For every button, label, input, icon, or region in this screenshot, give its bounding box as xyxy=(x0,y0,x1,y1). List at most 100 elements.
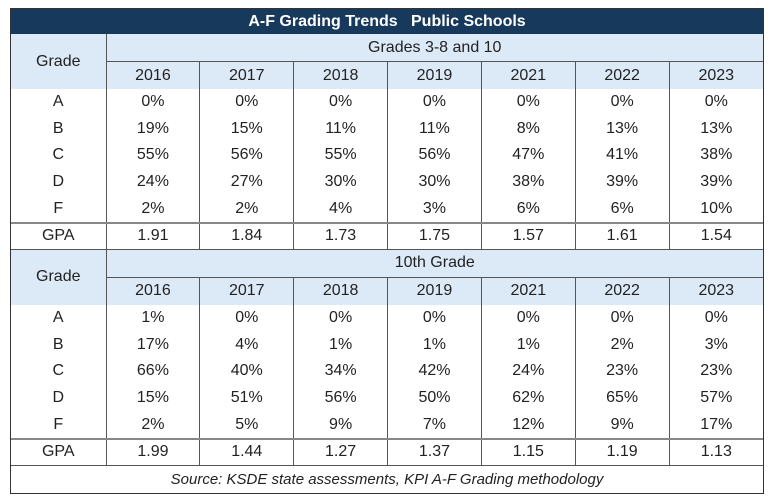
data-cell: 13% xyxy=(668,115,763,143)
section-label: 10th Grade xyxy=(106,249,763,278)
data-cell: 56% xyxy=(293,384,388,412)
year-header-2016: 2016 xyxy=(105,277,200,305)
grade-label: D xyxy=(52,389,65,407)
data-cell: 13% xyxy=(574,115,670,143)
section-label: Grades 3-8 and 10 xyxy=(106,34,763,62)
year-header-2019: 2019 xyxy=(387,277,482,305)
source-row: Source: KSDE state assessments, KPI A-F … xyxy=(11,465,763,493)
year-header-row: 2016 2017 2018 2019 2021 2022 2023 xyxy=(11,277,763,305)
gpa-cell: 1.54 xyxy=(668,221,763,250)
grade-label: A xyxy=(52,309,64,327)
data-cell: 0% xyxy=(480,304,576,332)
data-cell: 17% xyxy=(105,331,200,359)
gpa-cell: 1.73 xyxy=(293,221,388,250)
data-cell: 5% xyxy=(199,411,294,439)
data-cell: 0% xyxy=(387,89,482,116)
year-header-2016: 2016 xyxy=(105,61,200,89)
data-cell: 42% xyxy=(387,358,482,385)
gpa-cell: 1.57 xyxy=(480,221,576,250)
data-cell: 0% xyxy=(199,89,294,116)
table-title: A-F Grading Trends Public Schools xyxy=(11,9,763,34)
year-header-2022: 2022 xyxy=(574,277,670,305)
data-cell: 2% xyxy=(105,195,200,223)
grade-label: A xyxy=(52,93,64,111)
data-cell: 56% xyxy=(387,142,482,169)
table-row-grade-a: A 0% 0% 0% 0% 0% 0% 0% xyxy=(11,89,763,116)
year-header-2023: 2023 xyxy=(668,277,763,305)
year-header-2018: 2018 xyxy=(293,61,388,89)
grade-label: F xyxy=(53,199,64,217)
data-cell: 0% xyxy=(480,89,576,116)
table-row-grade-b: B 19% 15% 11% 11% 8% 13% 13% xyxy=(11,115,763,143)
data-cell: 11% xyxy=(387,115,482,143)
grade-label: D xyxy=(52,173,65,191)
data-cell: 6% xyxy=(480,195,576,223)
data-cell: 27% xyxy=(199,168,294,196)
grade-column-header: Grade xyxy=(11,34,107,89)
data-cell: 0% xyxy=(668,89,763,116)
data-cell: 57% xyxy=(668,384,763,412)
data-cell: 62% xyxy=(480,384,576,412)
data-cell: 4% xyxy=(293,195,388,223)
grade-label: B xyxy=(52,335,64,353)
gpa-cell: 1.61 xyxy=(574,221,670,250)
data-cell: 0% xyxy=(574,304,670,332)
data-cell: 55% xyxy=(105,142,200,169)
year-header-2022: 2022 xyxy=(574,61,670,89)
data-cell: 24% xyxy=(105,168,200,196)
data-cell: 4% xyxy=(199,331,294,359)
year-header-2023: 2023 xyxy=(668,61,763,89)
gpa-cell: 1.27 xyxy=(293,437,388,466)
data-cell: 0% xyxy=(199,304,294,332)
data-cell: 9% xyxy=(293,411,388,439)
data-cell: 65% xyxy=(574,384,670,412)
gpa-cell: 1.84 xyxy=(199,221,294,250)
section-header-row: Grade Grades 3-8 and 10 xyxy=(11,34,763,89)
data-cell: 30% xyxy=(387,168,482,196)
data-cell: 3% xyxy=(668,331,763,359)
data-cell: 40% xyxy=(199,358,294,385)
data-cell: 39% xyxy=(668,168,763,196)
gpa-cell: 1.15 xyxy=(480,437,576,466)
table-row-gpa: GPA 1.91 1.84 1.73 1.75 1.57 1.61 1.54 xyxy=(11,221,763,250)
grading-trends-table: A-F Grading Trends Public Schools Grade G… xyxy=(10,8,764,494)
grade-label: F xyxy=(53,415,64,433)
data-cell: 8% xyxy=(480,115,576,143)
year-header-2021: 2021 xyxy=(480,61,576,89)
data-cell: 11% xyxy=(293,115,388,143)
table-row-grade-c: C 66% 40% 34% 42% 24% 23% 23% xyxy=(11,358,763,385)
data-cell: 2% xyxy=(574,331,670,359)
grade-column-header: Grade xyxy=(11,249,107,305)
year-header-2018: 2018 xyxy=(293,277,388,305)
table-row-gpa: GPA 1.99 1.44 1.27 1.37 1.15 1.19 1.13 xyxy=(11,437,763,466)
data-cell: 0% xyxy=(668,304,763,332)
data-cell: 41% xyxy=(574,142,670,169)
data-cell: 3% xyxy=(387,195,482,223)
year-header-2017: 2017 xyxy=(199,61,294,89)
data-cell: 23% xyxy=(574,358,670,385)
data-cell: 10% xyxy=(668,195,763,223)
data-cell: 47% xyxy=(480,142,576,169)
data-cell: 39% xyxy=(574,168,670,196)
year-header-2019: 2019 xyxy=(387,61,482,89)
gpa-cell: 1.44 xyxy=(199,437,294,466)
section-header-row: Grade 10th Grade xyxy=(11,249,763,305)
data-cell: 15% xyxy=(199,115,294,143)
data-cell: 30% xyxy=(293,168,388,196)
data-cell: 56% xyxy=(199,142,294,169)
data-cell: 66% xyxy=(105,358,200,385)
year-header-2021: 2021 xyxy=(480,277,576,305)
data-cell: 0% xyxy=(387,304,482,332)
data-cell: 1% xyxy=(293,331,388,359)
data-cell: 2% xyxy=(105,411,200,439)
data-cell: 7% xyxy=(387,411,482,439)
gpa-cell: 1.13 xyxy=(668,437,763,466)
gpa-label: GPA xyxy=(11,221,106,250)
table-row-grade-d: D 24% 27% 30% 30% 38% 39% 39% xyxy=(11,168,763,196)
data-cell: 17% xyxy=(668,411,763,439)
gpa-cell: 1.75 xyxy=(387,221,482,250)
table-row-grade-a: A 1% 0% 0% 0% 0% 0% 0% xyxy=(11,304,763,332)
gpa-cell: 1.19 xyxy=(574,437,670,466)
gpa-cell: 1.91 xyxy=(105,221,200,250)
data-cell: 0% xyxy=(574,89,670,116)
